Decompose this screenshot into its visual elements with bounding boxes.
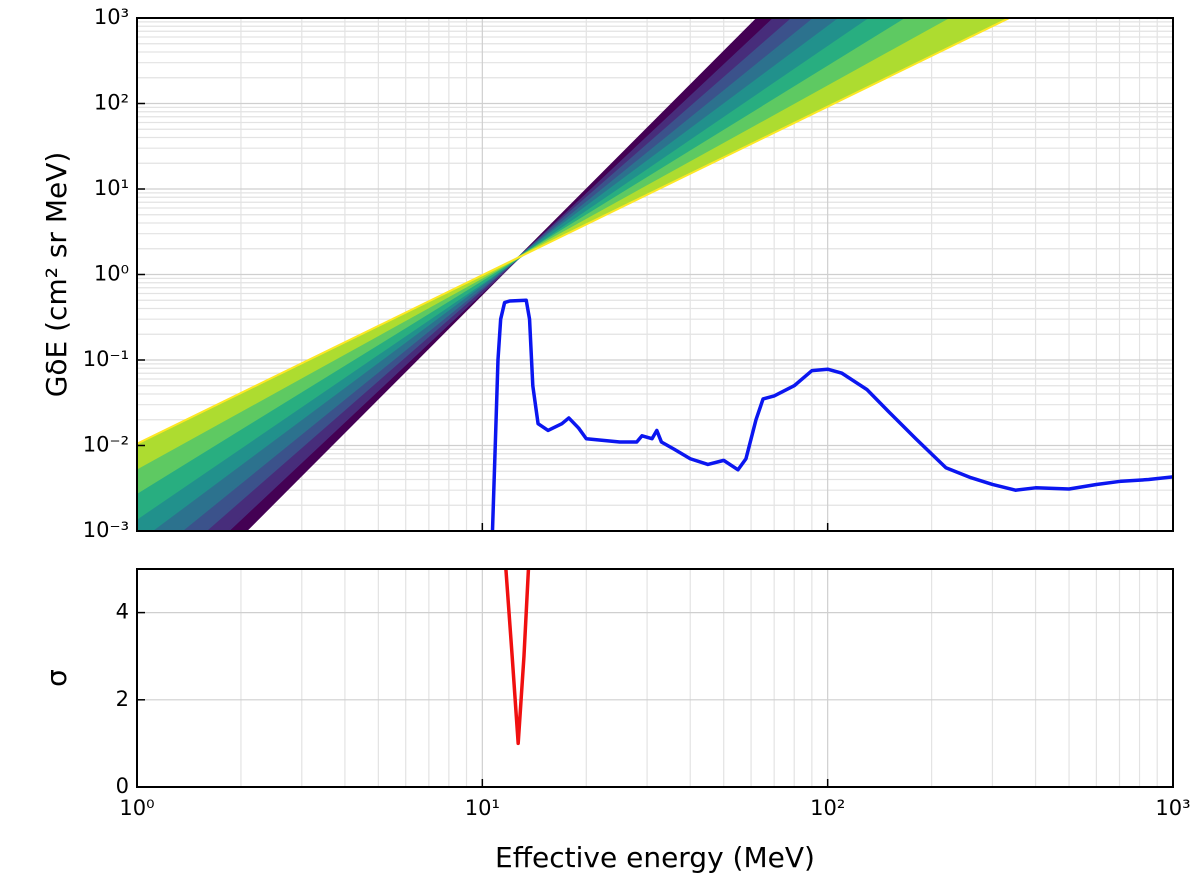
fan-line: [137, 18, 1012, 445]
y-tick-label: 2: [116, 687, 129, 711]
x-tick-label: 10²: [810, 796, 845, 820]
frame: [136, 17, 1174, 532]
y-axis-label: σ: [40, 669, 73, 687]
y-tick-label: 4: [116, 600, 129, 624]
data-line: [490, 298, 1173, 531]
fan-line: [226, 18, 776, 531]
fan-line: [149, 18, 842, 531]
frame: [136, 568, 1174, 788]
x-tick-label: 10³: [1155, 796, 1190, 820]
x-axis-label: Effective energy (MeV): [495, 841, 815, 874]
fan-line: [244, 18, 760, 531]
fan-line: [137, 18, 909, 494]
fan-line: [137, 18, 873, 520]
y-tick-label: 10¹: [94, 176, 129, 200]
fan-line: [137, 18, 954, 470]
data-line: [504, 569, 531, 746]
fan-band: [227, 18, 775, 531]
y-tick-label: 10⁻³: [83, 518, 129, 542]
plot-area: [137, 18, 1173, 531]
y-axis-label: GδE (cm² sr MeV): [40, 152, 73, 398]
y-tick-label: 0: [116, 774, 129, 798]
fan-band: [180, 18, 816, 531]
plot-area: [137, 569, 1173, 787]
y-tick-label: 10⁻²: [83, 433, 129, 457]
y-tick-label: 10⁻¹: [83, 347, 129, 371]
y-tick-label: 10²: [94, 91, 129, 115]
y-tick-label: 10⁰: [94, 262, 129, 286]
y-tick-label: 10³: [94, 5, 129, 29]
fan-line: [179, 18, 817, 531]
x-tick-label: 10⁰: [119, 796, 154, 820]
x-tick-label: 10¹: [465, 796, 500, 820]
fan-line: [203, 18, 795, 531]
